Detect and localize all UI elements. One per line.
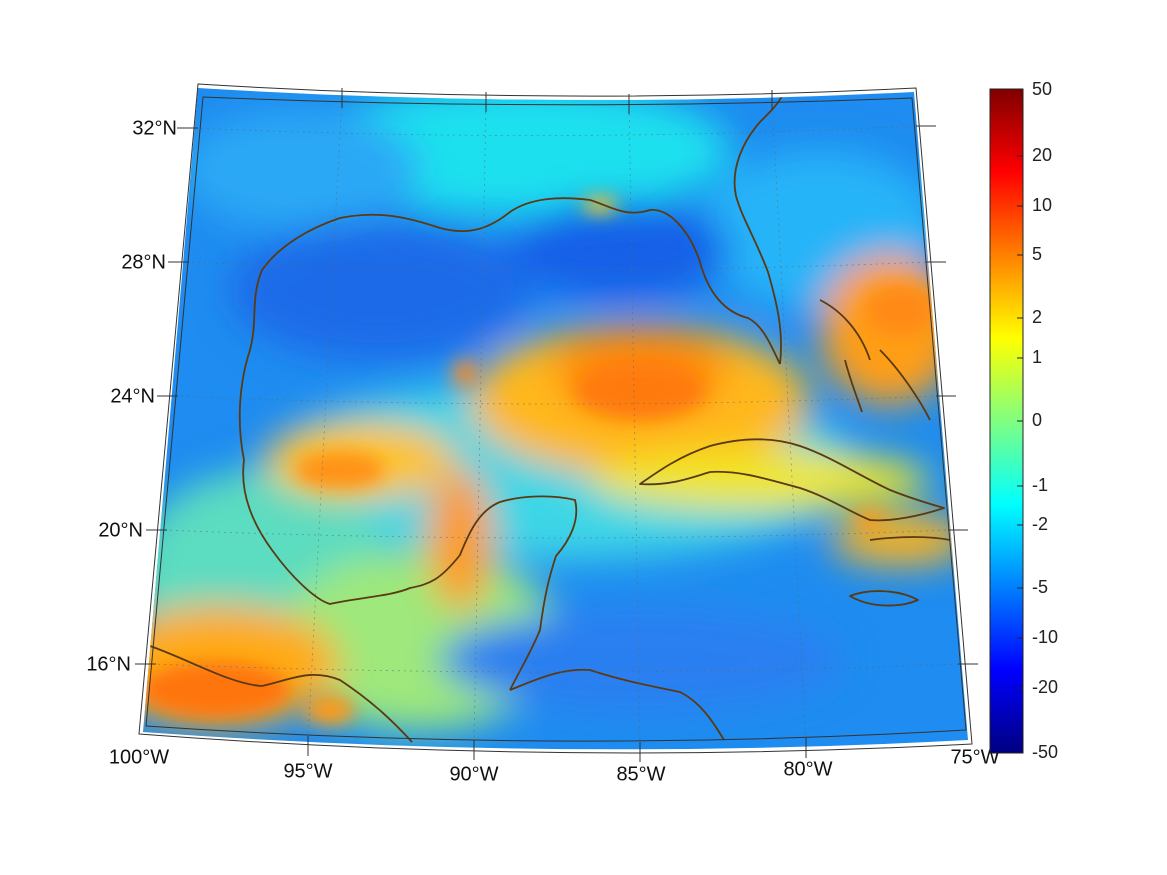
- mexico-gulf-coast: [242, 459, 578, 691]
- frame-inner: [145, 96, 967, 742]
- colorbar-label: 1: [1032, 347, 1042, 367]
- colorbar-labels: 50 20 10 5 2 1 0 -1 -2 -5 -10 -20 -50: [1032, 79, 1058, 762]
- central-america-coast: [509, 668, 725, 741]
- colorbar-label: 10: [1032, 195, 1052, 215]
- florida-atlantic-coast: [733, 95, 783, 365]
- lon-label-100w: 100°W: [109, 746, 169, 768]
- frame-ticks: [135, 88, 978, 762]
- lat-label-28n: 28°N: [121, 251, 166, 273]
- map-frame: [138, 83, 973, 754]
- colorbar-label: -1: [1032, 475, 1048, 495]
- lat-label-20n: 20°N: [98, 519, 143, 541]
- lat-label-24n: 24°N: [110, 385, 155, 407]
- colorbar-label: 5: [1032, 244, 1042, 264]
- graticule-parallel: [163, 529, 951, 539]
- colorbar-label: -10: [1032, 627, 1058, 647]
- lon-label-90w: 90°W: [449, 763, 498, 785]
- coastlines: [149, 95, 951, 743]
- lat-label-32n: 32°N: [132, 117, 177, 139]
- colorbar-label: 2: [1032, 307, 1042, 327]
- gulf-coast-north: [238, 197, 781, 461]
- lon-labels: 100°W 95°W 90°W 85°W 80°W 75°W: [109, 746, 1000, 785]
- colorbar-label: 50: [1032, 79, 1052, 99]
- colorbar-label: -20: [1032, 677, 1058, 697]
- graticule-parallel: [174, 395, 939, 405]
- graticule: [151, 95, 961, 749]
- colorbar-ticks: [1017, 155, 1023, 689]
- lat-label-16n: 16°N: [86, 653, 131, 675]
- lon-label-75w: 75°W: [950, 746, 999, 768]
- pacific-coast: [149, 645, 413, 743]
- colorbar-label: -2: [1032, 514, 1048, 534]
- field-blobs: [143, 88, 968, 730]
- lat-labels: 32°N 28°N 24°N 20°N 16°N: [86, 117, 177, 675]
- cuba-outline: [639, 438, 945, 522]
- bahamas-islands: [819, 299, 931, 421]
- colorbar-label: -50: [1032, 742, 1058, 762]
- graticule-parallel: [194, 125, 917, 136]
- hispaniola-outline: [869, 536, 951, 541]
- map-field: [143, 88, 968, 750]
- lon-label-95w: 95°W: [283, 760, 332, 782]
- colorbar-label: 20: [1032, 145, 1052, 165]
- frame-outer: [138, 83, 973, 754]
- lon-label-80w: 80°W: [783, 758, 832, 780]
- colorbar-label: -5: [1032, 577, 1048, 597]
- lon-label-85w: 85°W: [616, 763, 665, 785]
- colorbar: 50 20 10 5 2 1 0 -1 -2 -5 -10 -20 -50: [989, 79, 1058, 762]
- jamaica-outline: [849, 590, 919, 607]
- colorbar-label: 0: [1032, 410, 1042, 430]
